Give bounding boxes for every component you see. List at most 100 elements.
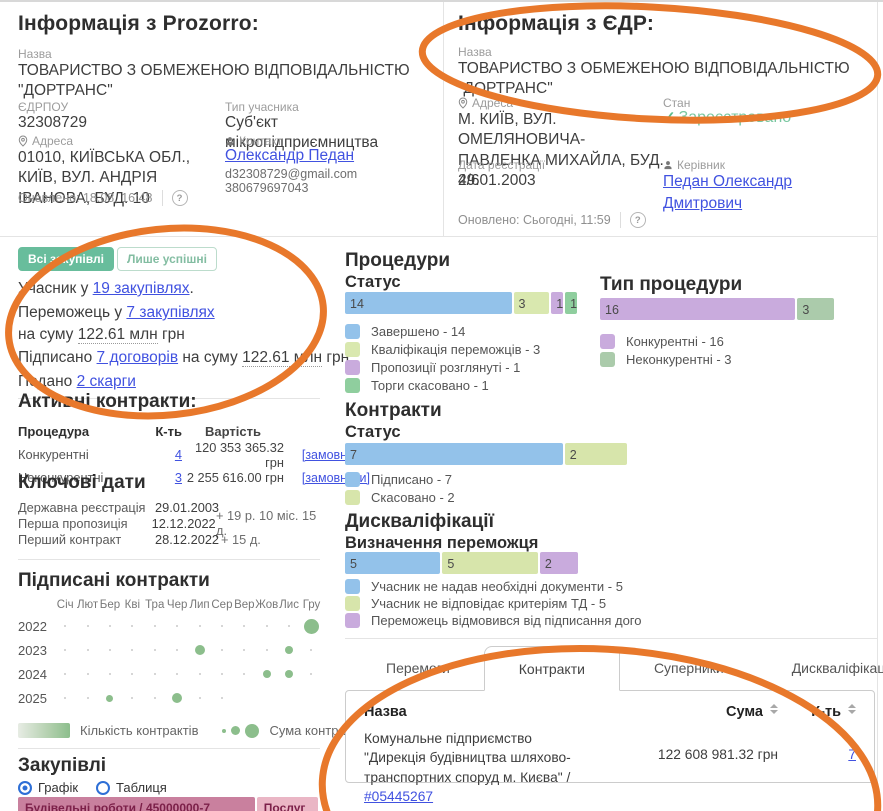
legend-swatch xyxy=(345,579,360,594)
bar-segment-label: 5 xyxy=(350,557,357,571)
legend-item: Скасовано - 2 xyxy=(345,488,605,506)
large-dot-icon xyxy=(245,723,260,738)
tab-all-purchases[interactable]: Всі закупівлі xyxy=(18,247,114,271)
key-date-row: Державна реєстрація 29.01.2003 xyxy=(18,499,328,515)
company-name: ТОВАРИСТВО З ОБМЕЖЕНОЮ ВІДПОВІДАЛЬНІСТЮ … xyxy=(18,62,410,100)
key-date-label: Державна реєстрація xyxy=(18,499,146,515)
sort-icon[interactable] xyxy=(848,704,856,714)
participations-link[interactable]: 19 закупівлях xyxy=(92,280,190,297)
col-header-sum[interactable]: Сума xyxy=(608,704,778,720)
sort-icon[interactable] xyxy=(770,704,778,714)
tab-successful-only[interactable]: Лише успішні xyxy=(116,247,217,271)
year-label: 2024 xyxy=(18,666,47,682)
state-text: Зареєстровано xyxy=(678,109,792,126)
state-value: ✓ Зареєстровано xyxy=(663,108,791,127)
tab-contracts[interactable]: Контракти xyxy=(483,646,620,691)
help-icon[interactable]: ? xyxy=(629,212,646,228)
bar-segment-label: Послуг xyxy=(263,801,306,811)
month-cell xyxy=(54,614,76,638)
legend-swatch xyxy=(345,489,360,505)
contract-dot xyxy=(288,625,291,627)
radio-option-table[interactable]: Таблиця xyxy=(96,780,167,795)
legend-item: Підписано - 7 xyxy=(345,470,605,488)
radio-icon[interactable] xyxy=(96,780,111,795)
legend-swatch xyxy=(345,359,360,375)
signed-contracts-chart: Січ Лют Бер Кві Тра Чер Лип Сер Вер Жов Лис Гру 2022… xyxy=(18,596,323,710)
participant-line: Учасник у 19 закупівлях. xyxy=(18,280,194,298)
address-value: 01010, КИЇВСЬКА ОБЛ., КИЇВ, ВУЛ. АНДРІЯ … xyxy=(18,149,191,207)
month-cell xyxy=(300,614,322,638)
bar-segment-label: 3 xyxy=(802,303,810,317)
bar-segment-label: 14 xyxy=(350,297,364,311)
tab-wins[interactable]: Перемоги xyxy=(386,660,450,676)
wins-link[interactable]: 7 закупівлях xyxy=(126,304,215,321)
edr-address-label-text: Адреса xyxy=(472,96,514,110)
contact-person-link[interactable]: Олександр Педан xyxy=(225,147,355,164)
radio-label: Графік xyxy=(38,780,79,795)
month-cell xyxy=(99,686,121,710)
contract-dot xyxy=(153,673,156,675)
month-cell xyxy=(188,638,210,662)
contract-dot xyxy=(285,646,294,654)
edr-updated: Оновлено: Сьогодні, 11:59 ? xyxy=(458,212,646,228)
legend-label: Переможець відмовився від підписання дог… xyxy=(371,613,645,628)
legend-swatch xyxy=(345,377,360,393)
tab-rivals[interactable]: Суперники xyxy=(653,660,724,676)
tab-disqualifications[interactable]: Дискваліфікації xyxy=(791,660,883,676)
contracts-link[interactable]: 7 договорів xyxy=(96,349,179,366)
key-date-delta: + 15 д. xyxy=(221,531,261,547)
reg-date-label: Дата реєстрації xyxy=(458,158,546,172)
top-border xyxy=(0,0,883,2)
complaints-link[interactable]: 2 скарги xyxy=(76,373,136,390)
contract-dot xyxy=(86,649,89,651)
small-dot-icon xyxy=(222,728,227,733)
head-label: Керівник xyxy=(663,158,725,172)
legend-item: Торги скасовано - 1 xyxy=(345,376,595,394)
bar-segment-label: Будівельні роботи / 45000000-7 xyxy=(25,801,211,811)
month-cell xyxy=(256,686,278,710)
key-date-value: 29.01.2003 xyxy=(155,499,220,515)
customer-edrpou-link[interactable]: #05445267 xyxy=(364,788,434,804)
member-type-value: Суб'єкт мікропідприємництва xyxy=(225,114,379,152)
col-header-value: Вартість xyxy=(205,424,261,439)
key-date-delta: + 19 р. 10 міс. 15 д. xyxy=(216,508,317,538)
cell-value: 120 353 365.32 грн xyxy=(195,439,284,470)
legend-label: Торги скасовано - 1 xyxy=(371,377,489,393)
month-cell xyxy=(188,662,210,686)
col-header-count[interactable]: К-ть xyxy=(778,704,856,720)
radio-icon-selected[interactable] xyxy=(18,780,32,795)
edrpou-label: ЄДРПОУ xyxy=(18,100,69,114)
help-icon-wrap: ? xyxy=(161,190,188,206)
contract-dot xyxy=(303,618,319,634)
purchases-view-switch: Графік Таблиця xyxy=(18,780,167,795)
stat-text: Учасник у xyxy=(18,280,93,297)
contract-dot xyxy=(265,625,268,627)
contract-dot xyxy=(220,673,223,675)
radio-option-chart[interactable]: Графік xyxy=(18,780,78,795)
help-icon[interactable]: ? xyxy=(171,190,188,206)
month-cell xyxy=(76,662,98,686)
contact-label: Контакт xyxy=(225,134,282,148)
head-person-link[interactable]: Педан Олександр Дмитрович xyxy=(663,173,793,212)
key-date-row: Перший контракт 28.12.2022 + 15 д. xyxy=(18,531,328,547)
count-link[interactable]: 4 xyxy=(174,447,182,462)
contract-count-link[interactable]: 7 xyxy=(848,747,856,762)
key-date-value: 12.12.2022 xyxy=(151,515,216,531)
contract-dot xyxy=(220,649,223,651)
month-cell xyxy=(278,638,300,662)
divider xyxy=(18,559,320,560)
address-label: Адреса xyxy=(18,134,73,148)
stat-text: на суму xyxy=(178,349,243,366)
month-label: Гру xyxy=(302,599,321,611)
contract-dot xyxy=(108,649,111,651)
month-cell xyxy=(256,662,278,686)
month-cell xyxy=(121,662,143,686)
count-link[interactable]: 3 xyxy=(174,470,182,485)
month-cell xyxy=(166,686,188,710)
year-row: 2022 xyxy=(18,614,323,638)
month-cell xyxy=(54,662,76,686)
cell-count: 7 xyxy=(778,729,856,806)
legend-label: Кваліфікація переможців - 3 xyxy=(371,341,541,357)
month-cell xyxy=(256,638,278,662)
